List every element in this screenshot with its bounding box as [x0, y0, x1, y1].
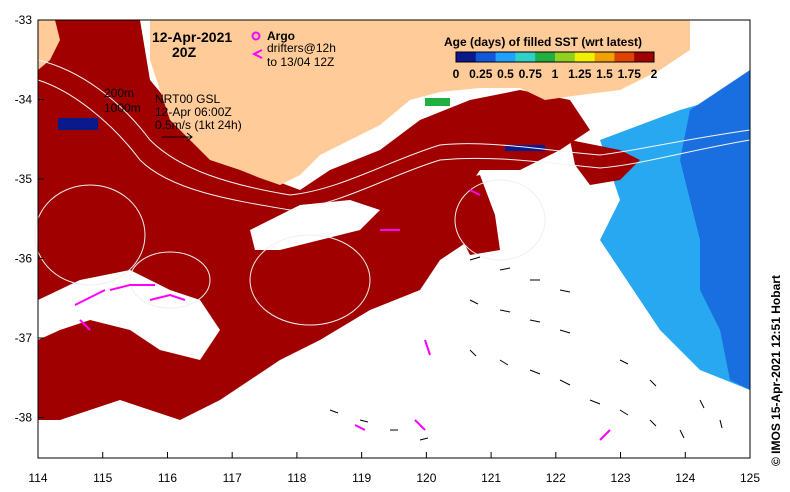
colorbar-swatch: [535, 52, 556, 62]
lat-tick-label: -35: [15, 172, 33, 186]
contour-label-200m: 200m: [104, 86, 134, 100]
product-time: 12-Apr 06:00Z: [155, 105, 232, 119]
fresh-data-gap-central: [250, 200, 380, 250]
lat-tick-label: -34: [15, 93, 33, 107]
contour-label-1000m: 1000m: [104, 101, 141, 115]
lon-tick-label: 116: [158, 471, 177, 485]
bathymetry-contour-200m: [37, 59, 751, 196]
lon-tick-label: 124: [675, 471, 695, 485]
colorbar-swatch: [515, 52, 536, 62]
eddy-contour: [454, 179, 546, 261]
colorbar-swatch: [634, 52, 655, 62]
colorbar-swatch: [456, 52, 477, 62]
lat-tick-label: -37: [15, 331, 33, 345]
colorbar-swatch: [495, 52, 516, 62]
longitude-axis: 114 115 116 117 118 119 120 121 122 123 124 125: [28, 452, 760, 485]
latitude-axis: -33 -34 -35 -36 -37 -38: [15, 13, 44, 425]
colorbar: [455, 51, 655, 63]
colorbar-swatch: [555, 52, 576, 62]
map-date: 12-Apr-2021: [152, 29, 232, 45]
colorbar-tick-label: 2: [651, 67, 658, 81]
aged-sst-south-patch: [390, 215, 430, 270]
coastal-green-patch: [425, 98, 450, 106]
lon-tick-label: 118: [287, 471, 306, 485]
velocity-scale-arrow: [162, 132, 193, 142]
imos-credit: © IMOS 15-Apr-2021 12:51 Hobart: [769, 275, 783, 466]
coastal-navy-patch: [505, 145, 545, 151]
fresh-data-gap-mid: [480, 175, 580, 270]
colorbar-tick-label: 0: [453, 67, 460, 81]
drifter-legend-icon: [251, 49, 263, 59]
colorbar-swatch: [475, 52, 497, 62]
drifters-legend-range: to 13/04 12Z: [267, 55, 334, 69]
drifter-tracks: [74, 189, 611, 441]
eddy-contour: [249, 234, 371, 326]
colorbar-swatch: [574, 52, 596, 62]
colorbar-tick-label: 1.5: [596, 67, 613, 81]
bathymetry-contour-1000m: [37, 79, 751, 211]
colorbar-swatch: [594, 52, 615, 62]
colorbar-tick-label: 1.75: [618, 67, 642, 81]
vector-scale-label: 0.5m/s (1kt 24h): [155, 118, 242, 132]
lon-tick-label: 125: [740, 471, 760, 485]
argo-legend-label: Argo: [267, 29, 295, 43]
aged-sst-mid: [455, 175, 500, 255]
colorbar-tick-label: 1: [552, 67, 559, 81]
lat-tick-label: -33: [15, 13, 33, 27]
map-time: 20Z: [172, 44, 197, 60]
colorbar-tick-label: 0.75: [519, 67, 543, 81]
lon-tick-label: 115: [93, 471, 112, 485]
coastal-navy-patch: [58, 118, 98, 130]
fresh-data-gap-west: [38, 270, 220, 360]
lat-tick-label: -38: [15, 411, 33, 425]
colorbar-tick-label: 0.5: [497, 67, 514, 81]
plot-frame: [37, 19, 751, 459]
lon-tick-label: 114: [28, 471, 47, 485]
eddy-contour: [34, 184, 146, 286]
eddy-contour: [129, 251, 211, 309]
lon-tick-label: 121: [481, 471, 501, 485]
velocity-vectors: [329, 256, 723, 441]
lon-tick-label: 117: [223, 471, 242, 485]
land-mass-west: [38, 20, 60, 70]
lon-tick-label: 122: [546, 471, 566, 485]
colorbar-tick-label: 0.25: [469, 67, 493, 81]
colorbar-tick-label: 1.25: [568, 67, 592, 81]
lat-tick-label: -36: [15, 252, 33, 266]
colorbar-title: Age (days) of filled SST (wrt latest): [444, 35, 642, 49]
lon-tick-label: 119: [352, 471, 371, 485]
colorbar-ticks: 0 0.25 0.5 0.75 1 1.25 1.5 1.75 2: [453, 67, 658, 81]
drifters-legend-label: drifters@12h: [267, 41, 336, 55]
lon-tick-label: 123: [611, 471, 631, 485]
colorbar-frame: [455, 51, 655, 63]
argo-marker-icon: [251, 31, 261, 41]
colorbar-swatch: [614, 52, 635, 62]
lon-tick-label: 120: [416, 471, 436, 485]
product-name: NRT00 GSL: [155, 92, 220, 106]
